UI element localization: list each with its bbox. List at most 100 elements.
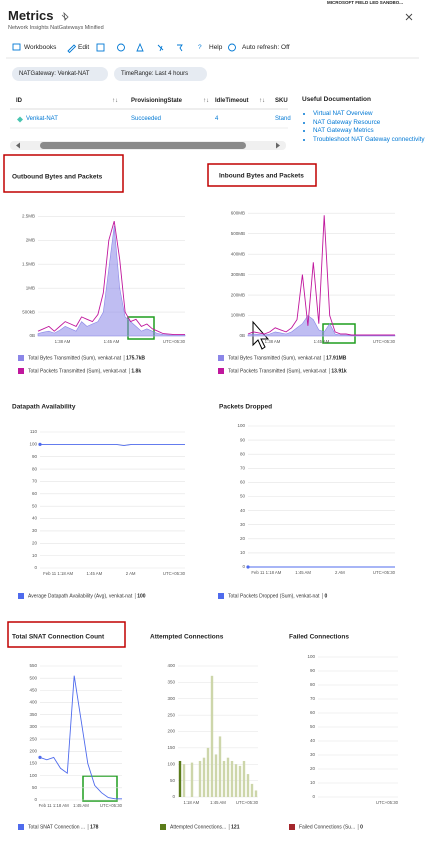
y-tick-label: 200 bbox=[29, 748, 37, 753]
x-tick-label: 1:38 AM bbox=[55, 339, 71, 344]
filter-pill[interactable]: TimeRange: Last 4 hours bbox=[114, 67, 207, 81]
chart-title: Packets Dropped bbox=[219, 404, 272, 411]
filter-pill[interactable]: NATGateway: Venkat-NAT bbox=[12, 67, 108, 81]
y-tick-label: 0B bbox=[29, 333, 35, 338]
start-point bbox=[38, 442, 42, 446]
y-tick-label: 40 bbox=[32, 516, 38, 521]
legend-label: Attempted Connections... bbox=[170, 824, 226, 830]
auto-refresh-button[interactable]: Auto refresh: Off bbox=[242, 44, 290, 51]
scroll-right[interactable] bbox=[276, 142, 280, 149]
y-tick-label: 70 bbox=[240, 465, 246, 470]
y-tick-label: 600MB bbox=[231, 210, 245, 215]
legend-value: 1.8k bbox=[131, 368, 141, 374]
doc-link[interactable]: Troubleshoot NAT Gateway connectivity bbox=[313, 136, 425, 145]
y-tick-label: 40 bbox=[240, 508, 246, 513]
bar bbox=[230, 760, 234, 797]
pin-icon[interactable] bbox=[61, 11, 69, 21]
legend-label: Total Bytes Transmitted (Sum), venkat-na… bbox=[228, 355, 322, 361]
column-header[interactable]: ProvisioningState bbox=[131, 98, 183, 104]
y-tick-label: 30 bbox=[310, 752, 316, 757]
x-tick-label: Feb 11 1:18 AM bbox=[251, 570, 281, 575]
y-tick-label: 150 bbox=[29, 761, 37, 766]
y-tick-label: 20 bbox=[310, 766, 316, 771]
y-tick-label: 90 bbox=[310, 668, 316, 673]
y-tick-label: 2.5MB bbox=[22, 214, 35, 219]
legend-swatch bbox=[18, 593, 24, 599]
x-tick-label: UTC+05:30 bbox=[100, 803, 123, 808]
y-tick-label: 450 bbox=[29, 688, 37, 693]
y-tick-label: 0B bbox=[239, 333, 245, 338]
legend-swatch bbox=[160, 824, 166, 830]
legend-label: Total Bytes Transmitted (Sum), venkat-na… bbox=[28, 355, 122, 361]
table-cell: Stand bbox=[275, 116, 291, 122]
y-tick-label: 250 bbox=[29, 736, 37, 741]
y-tick-label: 550 bbox=[29, 663, 37, 668]
workbooks-button[interactable]: Workbooks bbox=[24, 44, 57, 51]
y-tick-label: 10 bbox=[240, 550, 246, 555]
y-tick-label: 500 bbox=[29, 675, 37, 680]
y-tick-label: 60 bbox=[240, 480, 246, 485]
doc-link[interactable]: NAT Gateway Metrics bbox=[313, 127, 425, 136]
bar bbox=[202, 757, 206, 797]
y-tick-label: 50 bbox=[32, 785, 38, 790]
x-tick-label: UTC+05:30 bbox=[376, 800, 399, 805]
y-tick-label: 100 bbox=[307, 654, 315, 659]
legend-label: Total Packets Dropped (Sum), venkat-nat bbox=[228, 593, 320, 599]
y-tick-label: 100 bbox=[237, 423, 245, 428]
help-icon: ? bbox=[198, 44, 202, 51]
x-tick-label: 2 AM bbox=[335, 570, 345, 575]
sort-icon[interactable]: ↑↓ bbox=[112, 98, 118, 104]
tenant-name: MICROSOFT FIELD LED SANDBO... bbox=[327, 0, 403, 5]
y-tick-label: 400 bbox=[29, 700, 37, 705]
line bbox=[37, 220, 185, 336]
y-tick-label: 90 bbox=[32, 454, 38, 459]
legend-value: 121 bbox=[231, 824, 240, 830]
x-tick-label: 1:45 AM bbox=[73, 803, 89, 808]
help-button[interactable]: Help bbox=[209, 44, 223, 51]
line bbox=[39, 675, 122, 800]
legend-swatch bbox=[218, 355, 224, 361]
table-cell[interactable]: Venkat-NAT bbox=[26, 116, 58, 122]
column-header[interactable]: SKU bbox=[275, 98, 288, 104]
y-tick-label: 1.5MB bbox=[22, 261, 35, 266]
resource-icon bbox=[17, 116, 23, 123]
legend-swatch bbox=[18, 368, 24, 374]
close-icon[interactable] bbox=[405, 13, 413, 21]
x-tick-label: 1:45 AM bbox=[104, 339, 120, 344]
doc-link[interactable]: Virtual NAT Overview bbox=[313, 110, 425, 119]
area bbox=[247, 315, 396, 337]
column-header[interactable]: ID bbox=[16, 98, 22, 104]
bar bbox=[226, 757, 230, 797]
edit-button[interactable]: Edit bbox=[78, 44, 90, 51]
y-tick-label: 10 bbox=[32, 553, 38, 558]
start-point bbox=[246, 565, 250, 569]
sort-icon[interactable]: ↑↓ bbox=[203, 98, 209, 104]
bar bbox=[250, 783, 254, 797]
doc-link[interactable]: NAT Gateway Resource bbox=[313, 119, 425, 128]
highlight-box bbox=[207, 163, 317, 187]
y-tick-label: 50 bbox=[170, 778, 176, 783]
y-tick-label: 50 bbox=[310, 724, 316, 729]
y-tick-label: 400 bbox=[167, 663, 175, 668]
column-header[interactable]: IdleTimeout bbox=[215, 98, 249, 104]
bar bbox=[190, 762, 194, 797]
scrollbar-thumb[interactable] bbox=[40, 142, 246, 149]
legend-value: 0 bbox=[324, 593, 327, 599]
chart-title: Failed Connections bbox=[289, 634, 349, 641]
start-point bbox=[38, 755, 42, 759]
y-tick-label: 0 bbox=[172, 794, 175, 799]
y-tick-label: 0 bbox=[34, 797, 37, 802]
y-tick-label: 200MB bbox=[231, 292, 245, 297]
bar bbox=[242, 760, 246, 797]
scroll-left[interactable] bbox=[16, 142, 20, 149]
legend-label: Total SNAT Connection ... bbox=[28, 824, 85, 830]
y-tick-label: 300MB bbox=[231, 272, 245, 277]
y-tick-label: 80 bbox=[310, 682, 316, 687]
y-tick-label: 300 bbox=[29, 724, 37, 729]
x-tick-label: 2 AM bbox=[126, 571, 136, 576]
y-tick-label: 500kB bbox=[22, 309, 35, 314]
legend-swatch bbox=[218, 593, 224, 599]
sort-icon[interactable]: ↑↓ bbox=[259, 98, 265, 104]
